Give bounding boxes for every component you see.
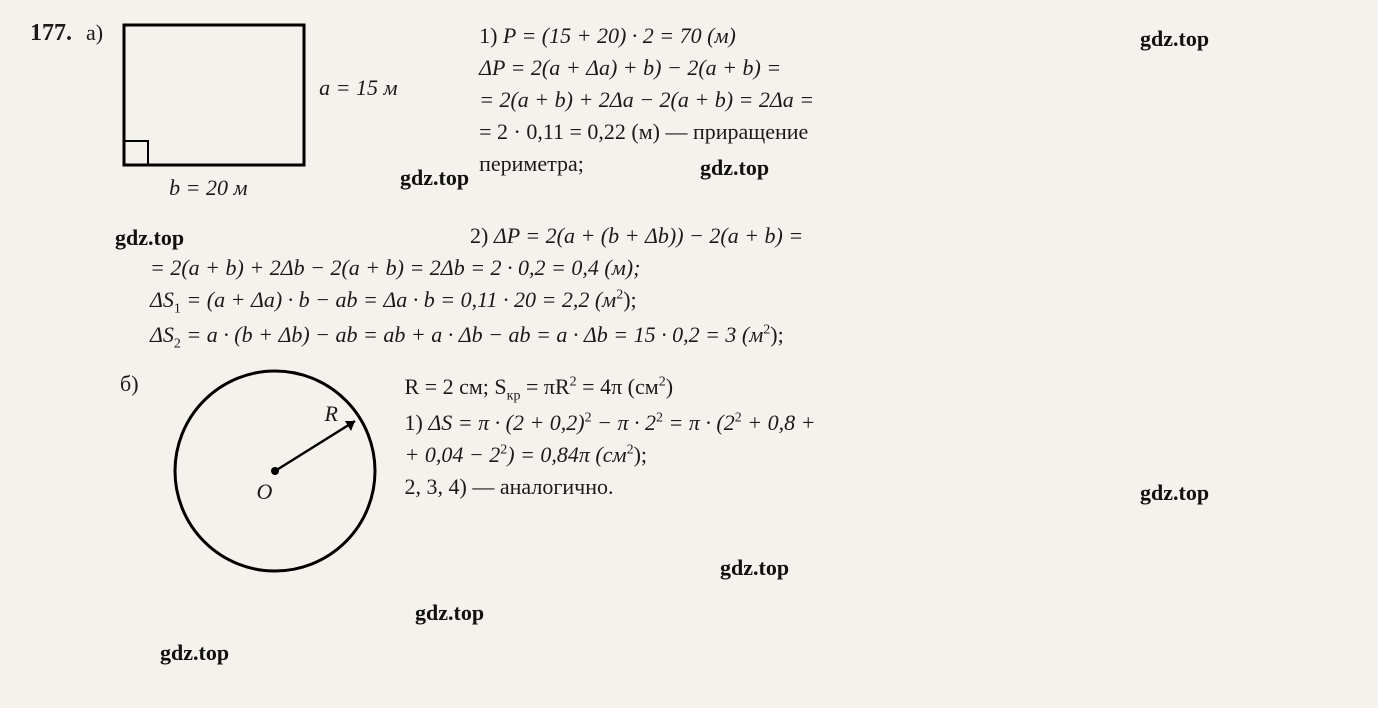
math-line: ΔP = 2(a + Δa) + b) − 2(a + b) = bbox=[479, 52, 814, 84]
dim-a-label: a = 15 м bbox=[319, 75, 397, 101]
math-line: 1) ΔS = π · (2 + 0,2)2 − π · 22 = π · (2… bbox=[405, 407, 816, 439]
circle-figure: O R bbox=[165, 361, 385, 587]
math-text: = a · (b + Δb) − ab = ab + a · Δb − ab =… bbox=[181, 322, 763, 347]
math-text: ); bbox=[623, 287, 636, 312]
part-a-math-bottom: 2) ΔP = 2(a + (b + Δb)) − 2(a + b) = = 2… bbox=[150, 220, 1348, 355]
math-text: ); bbox=[770, 322, 783, 347]
math-line: 1) P = (15 + 20) · 2 = 70 (м) bbox=[479, 20, 814, 52]
math-text: P = (15 + 20) · 2 = 70 (м) bbox=[503, 23, 736, 48]
part-b-label: б) bbox=[120, 371, 139, 397]
superscript: 2 bbox=[585, 411, 592, 426]
math-line: = 2(a + b) + 2Δb − 2(a + b) = 2Δb = 2 · … bbox=[150, 252, 1348, 284]
math-line: 2, 3, 4) — аналогично. bbox=[405, 471, 816, 503]
circle-svg bbox=[165, 361, 385, 581]
math-text: = 4π (см bbox=[577, 374, 659, 399]
dim-b-label: b = 20 м bbox=[169, 175, 247, 201]
math-text: ΔP = 2(a + (b + Δb)) − 2(a + b) = bbox=[494, 223, 803, 248]
math-text: = π · (2 bbox=[663, 410, 735, 435]
math-text: ); bbox=[634, 442, 647, 467]
math-line: = 2 · 0,11 = 0,22 (м) — приращение bbox=[479, 116, 814, 148]
math-text: ) = 0,84π (см bbox=[507, 442, 626, 467]
step-number: 1) bbox=[479, 23, 503, 48]
math-text: R = 2 см; S bbox=[405, 374, 507, 399]
math-text: ΔS = π · (2 + 0,2) bbox=[428, 410, 584, 435]
subscript: 2 bbox=[174, 337, 181, 352]
superscript: 2 bbox=[570, 375, 577, 390]
subscript: кр bbox=[507, 389, 521, 404]
rectangle-figure: a = 15 м b = 20 м bbox=[119, 20, 319, 226]
part-b-row: б) O R R = 2 см; Sкр = πR2 = 4π (см2) 1)… bbox=[120, 361, 1348, 587]
watermark: gdz.top bbox=[415, 600, 484, 626]
math-line: ΔS2 = a · (b + Δb) − ab = ab + a · Δb − … bbox=[150, 319, 1348, 355]
watermark: gdz.top bbox=[160, 640, 229, 666]
center-label: O bbox=[257, 479, 273, 505]
math-text: + 0,8 + bbox=[742, 410, 816, 435]
step-number: 2) bbox=[470, 223, 494, 248]
math-text: = (a + Δa) · b − ab = Δa · b = 0,11 · 20… bbox=[181, 287, 616, 312]
math-line: = 2(a + b) + 2Δa − 2(a + b) = 2Δa = bbox=[479, 84, 814, 116]
math-line: ΔS1 = (a + Δa) · b − ab = Δa · b = 0,11 … bbox=[150, 284, 1348, 320]
math-text: − π · 2 bbox=[592, 410, 656, 435]
math-text: + 0,04 − 2 bbox=[405, 442, 501, 467]
math-text: = πR bbox=[520, 374, 569, 399]
subscript: 1 bbox=[174, 301, 181, 316]
part-a-label: a) bbox=[86, 20, 103, 46]
math-line: + 0,04 − 22) = 0,84π (см2); bbox=[405, 439, 816, 471]
step-number: 1) bbox=[405, 410, 429, 435]
math-line: периметра; bbox=[479, 148, 814, 180]
part-a-row: 177. a) a = 15 м b = 20 м 1) P = (15 + 2… bbox=[30, 20, 1348, 226]
math-text: ΔS bbox=[150, 287, 174, 312]
radius-label: R bbox=[325, 401, 338, 427]
math-text: ) bbox=[666, 374, 673, 399]
superscript: 2 bbox=[656, 411, 663, 426]
superscript: 2 bbox=[735, 411, 742, 426]
superscript: 2 bbox=[627, 442, 634, 457]
superscript: 2 bbox=[659, 375, 666, 390]
math-line: R = 2 см; Sкр = πR2 = 4π (см2) bbox=[405, 371, 816, 407]
math-line: 2) ΔP = 2(a + (b + Δb)) − 2(a + b) = bbox=[470, 220, 1348, 252]
math-text: ΔS bbox=[150, 322, 174, 347]
part-a-math-top: 1) P = (15 + 20) · 2 = 70 (м) ΔP = 2(a +… bbox=[479, 20, 814, 179]
part-b-math: R = 2 см; Sкр = πR2 = 4π (см2) 1) ΔS = π… bbox=[405, 371, 816, 502]
problem-number: 177. bbox=[30, 20, 72, 47]
